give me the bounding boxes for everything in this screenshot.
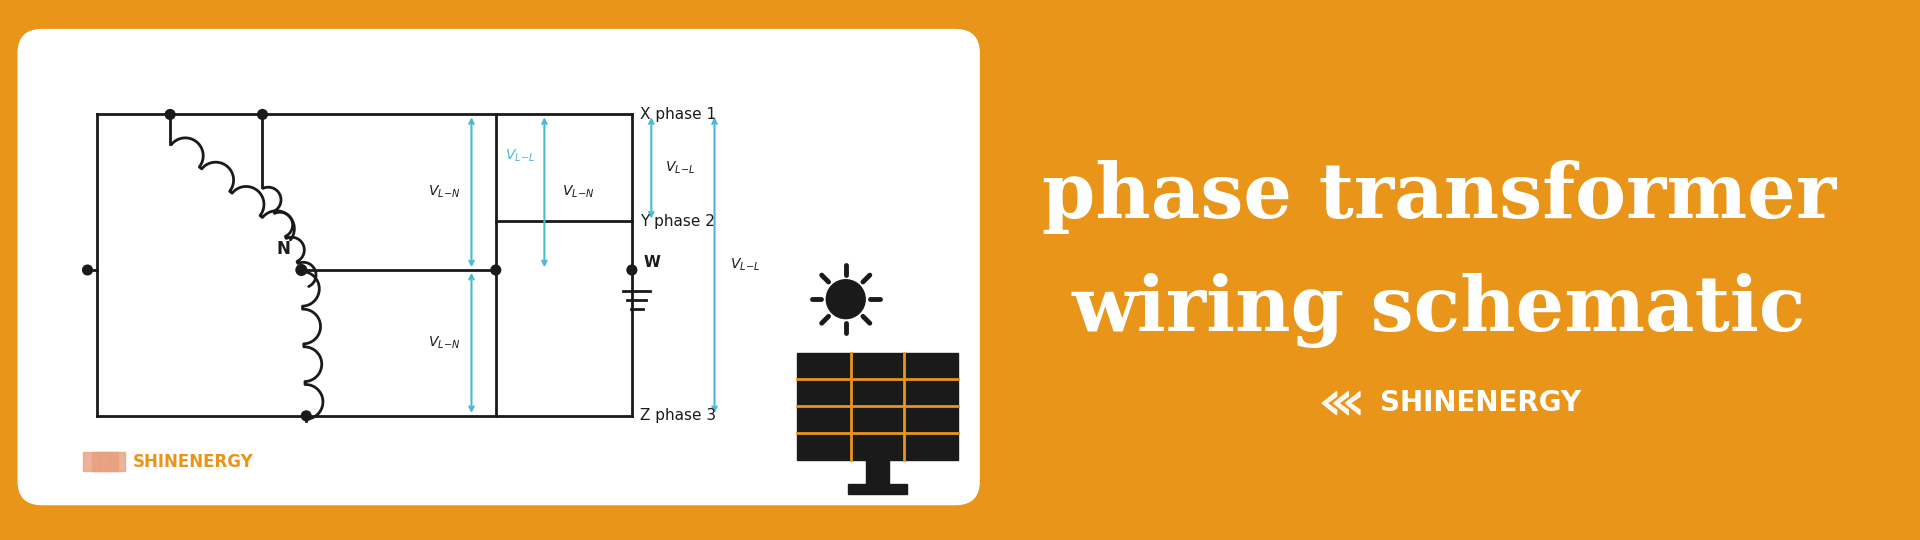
Circle shape [301,411,311,421]
Circle shape [826,280,866,319]
Text: SHINENERGY: SHINENERGY [132,453,253,470]
Bar [797,353,958,460]
Polygon shape [1323,392,1336,415]
Text: SHINENERGY: SHINENERGY [1380,389,1582,417]
Text: Z phase 3: Z phase 3 [639,408,716,423]
Text: phase transformer: phase transformer [1043,160,1836,234]
Text: $\mathit{V_{L\!-\!L}}$: $\mathit{V_{L\!-\!L}}$ [505,148,536,165]
FancyBboxPatch shape [17,29,979,505]
Circle shape [628,265,637,275]
Circle shape [257,110,267,119]
Text: X phase 1: X phase 1 [639,107,716,122]
Text: Y phase 2: Y phase 2 [639,214,714,229]
Bar [849,484,906,494]
Text: $\mathit{V_{L\!-\!L}}$: $\mathit{V_{L\!-\!L}}$ [730,257,760,273]
Text: wiring schematic: wiring schematic [1071,273,1807,348]
Polygon shape [92,452,109,471]
Bar [866,460,889,487]
Polygon shape [100,452,117,471]
Text: W: W [643,255,660,269]
Polygon shape [1346,392,1359,415]
Circle shape [296,265,307,275]
Circle shape [83,265,92,275]
Polygon shape [83,452,100,471]
Text: $\mathit{V_{L\!-\!L}}$: $\mathit{V_{L\!-\!L}}$ [664,160,695,176]
Circle shape [165,110,175,119]
Polygon shape [108,452,125,471]
Text: N: N [276,240,290,258]
Text: $\mathit{V_{L\!-\!N}}$: $\mathit{V_{L\!-\!N}}$ [563,184,595,200]
Text: $\mathit{V_{L\!-\!N}}$: $\mathit{V_{L\!-\!N}}$ [428,335,461,351]
Text: $\mathit{V_{L\!-\!N}}$: $\mathit{V_{L\!-\!N}}$ [428,184,461,200]
Polygon shape [1334,392,1348,415]
Circle shape [492,265,501,275]
